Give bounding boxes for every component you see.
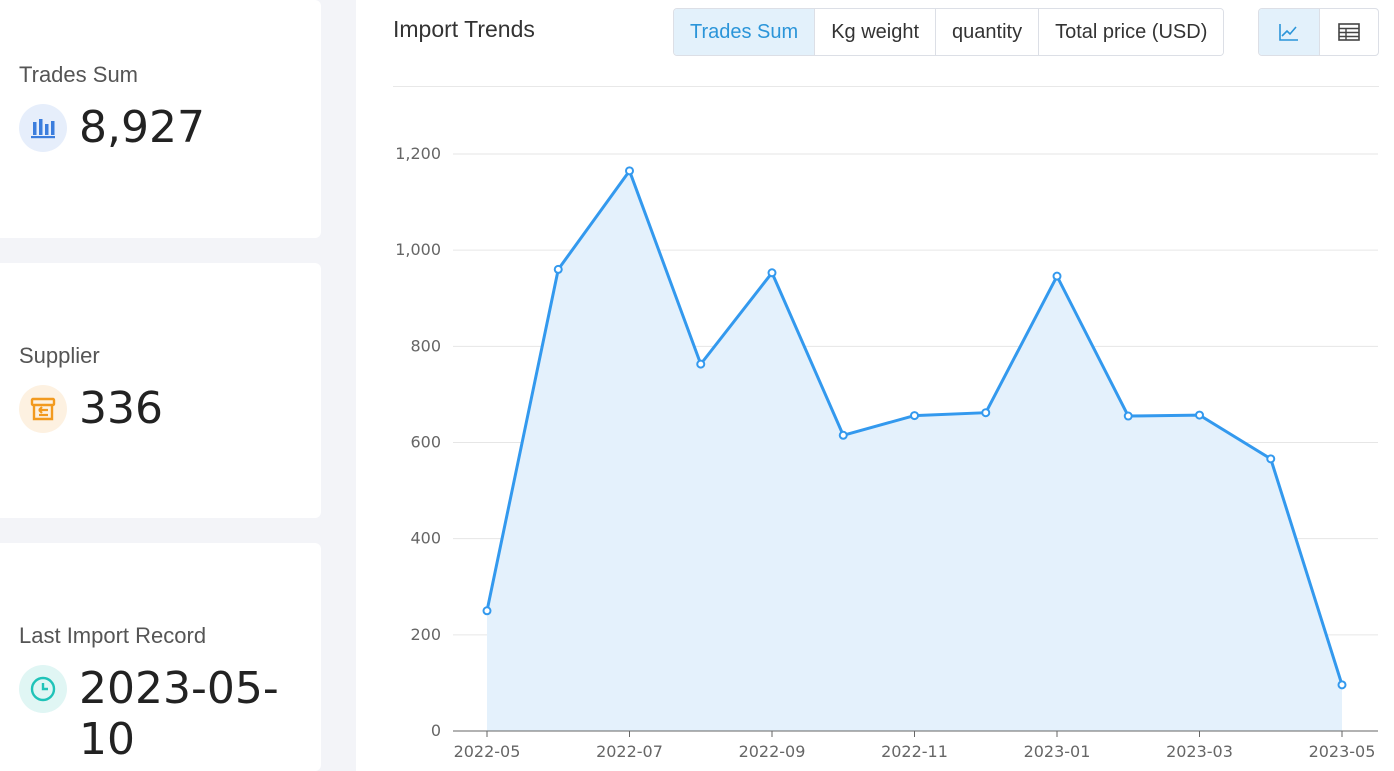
tab-trades-sum[interactable]: Trades Sum bbox=[674, 9, 816, 55]
x-tick-label: 2022-07 bbox=[596, 742, 663, 761]
line-chart-view-button[interactable] bbox=[1259, 9, 1319, 55]
tab-kg-weight[interactable]: Kg weight bbox=[815, 9, 937, 55]
data-point bbox=[1195, 410, 1204, 420]
bar-chart-icon bbox=[19, 104, 67, 152]
y-tick-label: 600 bbox=[410, 433, 441, 452]
table-view-button[interactable] bbox=[1318, 9, 1379, 55]
stat-card-last-import-record: Last Import Record 2023-05-10 bbox=[0, 543, 321, 771]
stat-value: 336 bbox=[79, 383, 163, 434]
y-tick-label: 1,200 bbox=[395, 144, 441, 163]
data-point bbox=[767, 268, 777, 278]
import-trends-panel: Import Trends Trades Sum Kg weight quant… bbox=[356, 0, 1394, 771]
x-tick-label: 2023-05 bbox=[1309, 742, 1376, 761]
y-tick-label: 200 bbox=[410, 625, 441, 644]
line-chart-icon bbox=[1278, 24, 1298, 41]
x-tick-label: 2022-09 bbox=[739, 742, 806, 761]
y-tick-label: 800 bbox=[410, 336, 441, 355]
view-toggle bbox=[1258, 8, 1379, 56]
y-tick-label: 0 bbox=[431, 721, 441, 740]
data-point bbox=[1123, 411, 1133, 421]
stat-label: Trades Sum bbox=[19, 62, 139, 87]
data-point bbox=[1052, 271, 1062, 281]
stat-label: Last Import Record bbox=[19, 623, 207, 648]
import-trends-chart: 0 200 400 600 800 1,000 1,200 2022-05 2022-07 202… bbox=[395, 144, 1378, 761]
metric-tabs: Trades Sum Kg weight quantity Total pric… bbox=[673, 8, 1225, 56]
x-tick-label: 2023-01 bbox=[1024, 742, 1091, 761]
tab-quantity[interactable]: quantity bbox=[936, 9, 1040, 55]
y-tick-label: 1,000 bbox=[395, 240, 441, 259]
data-point bbox=[553, 264, 563, 274]
table-icon bbox=[1337, 23, 1360, 41]
stat-card-trades-sum: Trades Sum 8,927 bbox=[0, 0, 321, 238]
area-fill bbox=[487, 170, 1342, 731]
shop-icon bbox=[19, 385, 67, 433]
x-tick-label: 2023-03 bbox=[1166, 742, 1233, 761]
header-divider bbox=[393, 86, 1379, 87]
panel-title: Import Trends bbox=[393, 16, 535, 42]
data-point bbox=[625, 166, 634, 176]
data-point bbox=[1337, 680, 1347, 690]
data-point bbox=[981, 408, 991, 418]
x-tick-label: 2022-05 bbox=[454, 742, 521, 761]
data-point bbox=[482, 606, 492, 616]
tab-total-price[interactable]: Total price (USD) bbox=[1039, 9, 1224, 55]
clock-icon bbox=[19, 665, 67, 713]
y-tick-label: 400 bbox=[410, 529, 441, 548]
data-point bbox=[910, 411, 919, 421]
stat-card-supplier: Supplier 336 bbox=[0, 263, 321, 518]
stat-value: 8,927 bbox=[79, 102, 205, 153]
data-point bbox=[1266, 454, 1276, 464]
stat-value: 2023-05-10 bbox=[79, 663, 279, 765]
x-tick-label: 2022-11 bbox=[881, 742, 948, 761]
data-point bbox=[838, 430, 848, 440]
data-point bbox=[696, 359, 706, 369]
stat-label: Supplier bbox=[19, 343, 100, 368]
